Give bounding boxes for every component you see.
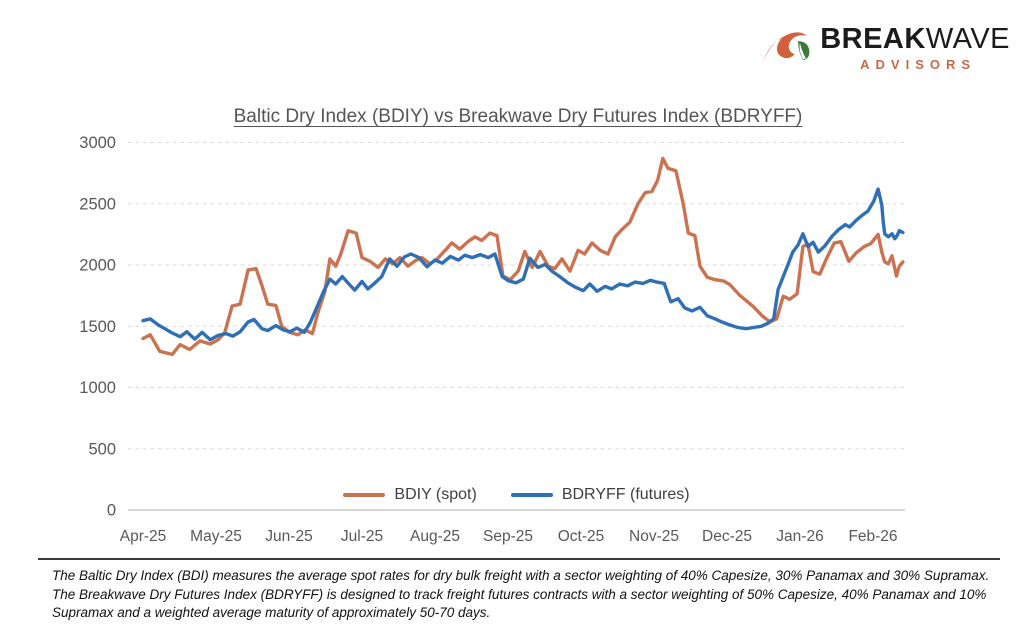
chart-title: Baltic Dry Index (BDIY) vs Breakwave Dry… (233, 106, 803, 127)
footnote: The Baltic Dry Index (BDI) measures the … (52, 567, 1002, 623)
x-tick-label-Oct-25: Oct-25 (558, 528, 605, 545)
legend-item-bdiy: BDIY (spot) (343, 486, 477, 504)
wave-leaf-icon (762, 32, 810, 64)
y-tick-label-1000: 1000 (79, 379, 116, 397)
logo-word-break: BREAK (820, 23, 926, 55)
x-tick-label-May-25: May-25 (190, 528, 242, 545)
footer-divider (38, 558, 1000, 560)
x-tick-label-Dec-25: Dec-25 (702, 528, 752, 545)
y-tick-label-2500: 2500 (79, 195, 116, 213)
chart-legend: BDIY (spot) BDRYFF (futures) (128, 486, 905, 504)
footnote-line-2: The Breakwave Dry Futures Index (BDRYFF)… (52, 586, 987, 602)
legend-label-bdryff: BDRYFF (futures) (561, 486, 690, 503)
y-tick-label-500: 500 (88, 440, 116, 458)
bdryff-line-swatch (510, 493, 553, 497)
legend-label-bdiy: BDIY (spot) (394, 486, 477, 503)
y-tick-label-2000: 2000 (79, 257, 116, 275)
y-tick-label-1500: 1500 (79, 318, 116, 336)
breakwave-logo: BREAKWAVE ADVISORS (760, 24, 1010, 72)
y-tick-label-3000: 3000 (79, 134, 116, 152)
bdiy-line-swatch (343, 493, 386, 497)
x-tick-label-Jul-25: Jul-25 (341, 528, 383, 545)
logo-wordmark: BREAKWAVE (820, 24, 1010, 54)
logo-subtitle: ADVISORS (860, 57, 977, 72)
logo-text: BREAKWAVE ADVISORS (820, 24, 1010, 72)
x-tick-label-Jan-26: Jan-26 (776, 528, 823, 545)
x-tick-label-Sep-25: Sep-25 (483, 528, 533, 545)
logo-word-wave: WAVE (925, 23, 1010, 55)
x-tick-label-Apr-25: Apr-25 (120, 528, 167, 545)
bdryff-futures-line (141, 187, 905, 342)
x-tick-label-Nov-25: Nov-25 (629, 528, 679, 545)
x-tick-label-Jun-25: Jun-25 (265, 528, 312, 545)
legend-item-bdryff: BDRYFF (futures) (510, 486, 690, 504)
footnote-line-3: Supramax and a weighted average maturity… (52, 605, 491, 620)
x-tick-label-Aug-25: Aug-25 (410, 528, 460, 545)
footnote-line-1: The Baltic Dry Index (BDI) measures the … (52, 568, 990, 583)
y-tick-label-0: 0 (107, 502, 116, 520)
x-tick-label-Feb-26: Feb-26 (848, 528, 897, 545)
